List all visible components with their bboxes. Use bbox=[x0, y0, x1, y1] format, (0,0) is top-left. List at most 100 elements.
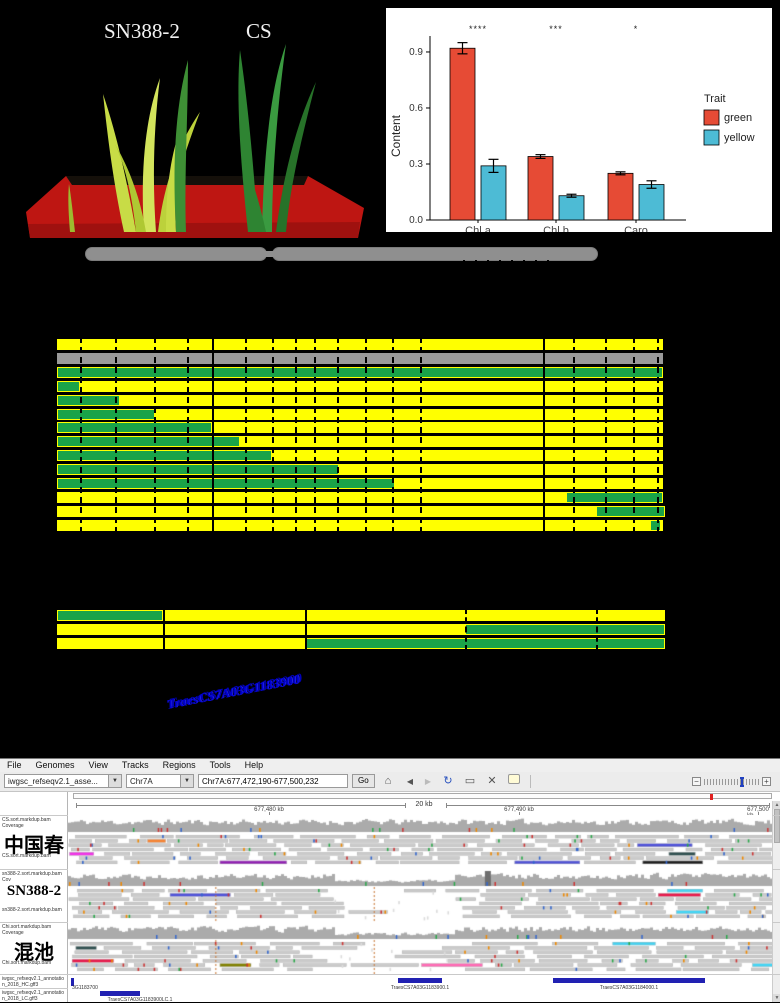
menu-tracks[interactable]: Tracks bbox=[121, 760, 149, 770]
zoom-tick bbox=[758, 779, 759, 785]
chromosome-select[interactable]: Chr7A ▼ bbox=[126, 774, 194, 788]
marker-line bbox=[154, 337, 156, 533]
locus-input[interactable] bbox=[198, 774, 348, 788]
track-sample-label[interactable]: SN388-2 bbox=[6, 883, 62, 899]
map-segment bbox=[57, 380, 80, 392]
gene-model[interactable] bbox=[100, 991, 140, 996]
map-segment bbox=[305, 638, 665, 649]
photo-label-cs: CS bbox=[246, 19, 272, 43]
ideogram-tick bbox=[523, 260, 525, 265]
zoom-tick bbox=[710, 779, 711, 785]
marker-line bbox=[337, 337, 339, 533]
marker-line bbox=[163, 608, 165, 651]
track-sample-label[interactable]: 中国春 bbox=[4, 835, 64, 857]
menu-view[interactable]: View bbox=[88, 760, 108, 770]
map-segment bbox=[57, 394, 120, 406]
scale-cap bbox=[769, 803, 770, 808]
zoom-tick bbox=[713, 779, 714, 785]
gene-model[interactable] bbox=[398, 978, 442, 983]
home-icon[interactable]: ⌂ bbox=[384, 775, 392, 787]
track-bam-name[interactable]: Chi.sort.markdup.bam bbox=[2, 960, 52, 966]
track-coverage-name[interactable]: sn388-2.sort.markdup.bam Cov bbox=[2, 871, 62, 883]
zoom-tick bbox=[728, 779, 729, 785]
back-arrow-icon[interactable]: ◀ bbox=[406, 777, 414, 786]
menu-regions[interactable]: Regions bbox=[162, 760, 196, 770]
pigment-content-chart: 0.0 0.3 0.6 0.9 Content Chl a **** Chl b *** Caro… bbox=[386, 8, 772, 237]
gene-model[interactable] bbox=[71, 978, 74, 986]
zoom-tick bbox=[755, 779, 756, 785]
marker-line bbox=[80, 337, 82, 533]
marker-line bbox=[605, 337, 607, 533]
svg-text:0.9: 0.9 bbox=[409, 47, 423, 58]
zoom-out-button[interactable]: − bbox=[692, 777, 701, 786]
marker-line bbox=[420, 337, 422, 533]
marker-line bbox=[365, 337, 367, 533]
map-segment bbox=[57, 339, 663, 350]
chevron-down-icon: ▼ bbox=[180, 775, 193, 787]
candidate-gene-label: TraesCS7A03G1183900 bbox=[164, 671, 302, 713]
view-region-marker bbox=[710, 794, 713, 800]
marker-line bbox=[272, 337, 274, 533]
menu-genomes[interactable]: Genomes bbox=[35, 760, 75, 770]
zoom-tick bbox=[704, 779, 705, 785]
zoom-tick bbox=[743, 779, 744, 785]
track-coverage-name[interactable]: Chi.sort.markdup.bam Coverage bbox=[2, 924, 52, 936]
resize-icon[interactable]: ✕ bbox=[487, 775, 497, 787]
span-label: 20 kb bbox=[415, 801, 433, 808]
sn388-2-leaves bbox=[68, 60, 200, 232]
marker-line bbox=[657, 337, 659, 533]
menu-tools[interactable]: Tools bbox=[209, 760, 231, 770]
map-segment bbox=[57, 491, 663, 503]
map-segment bbox=[57, 610, 163, 621]
read-pileup-canvas[interactable] bbox=[68, 922, 772, 974]
zoom-in-button[interactable]: + bbox=[762, 777, 771, 786]
zoom-tick bbox=[716, 779, 717, 785]
ruler-tick bbox=[758, 812, 759, 815]
go-button[interactable]: Go bbox=[352, 774, 375, 788]
zoom-tick bbox=[722, 779, 723, 785]
map-segment bbox=[465, 624, 665, 635]
genome-select[interactable]: iwgsc_refseqv2.1_asse... ▼ bbox=[4, 774, 122, 788]
region-tool-icon[interactable]: ▭ bbox=[464, 775, 476, 787]
cs-leaves bbox=[238, 44, 316, 232]
track-coverage-name[interactable]: CS.sort.markdup.bam Coverage bbox=[2, 817, 51, 829]
photo-label-sn388-2: SN388-2 bbox=[104, 19, 180, 43]
igv-window: File Genomes View Tracks Regions Tools Help iw… bbox=[0, 758, 780, 1003]
ideogram-tick bbox=[463, 260, 465, 265]
annotation-lc-name[interactable]: iwgsc_refseqv2.1_annotation_2018_LC.gff3 bbox=[2, 990, 64, 1002]
zoom-tick bbox=[731, 779, 732, 785]
map-segment bbox=[57, 450, 663, 462]
chromosome-overview-bar[interactable] bbox=[73, 793, 772, 800]
ruler-tick bbox=[269, 812, 270, 815]
annotation-hc-name[interactable]: iwgsc_refseqv2.1_annotation_2018_HC.gff3 bbox=[2, 976, 64, 988]
menu-help[interactable]: Help bbox=[244, 760, 264, 770]
track-bam-name[interactable]: sn388-2.sort.markdup.bam bbox=[2, 907, 62, 913]
vertical-scrollbar[interactable]: ▲ ▼ bbox=[772, 801, 780, 1002]
tooltip-bubble-icon[interactable] bbox=[506, 774, 522, 789]
menu-file[interactable]: File bbox=[7, 760, 22, 770]
refresh-icon[interactable]: ↻ bbox=[443, 775, 453, 787]
read-pileup-canvas[interactable] bbox=[68, 815, 772, 869]
toolbar-divider bbox=[530, 775, 531, 788]
track-sample-label[interactable]: 混池 bbox=[14, 942, 54, 964]
map-segment bbox=[650, 519, 661, 531]
marker-line bbox=[187, 337, 189, 533]
marker-line bbox=[573, 337, 575, 533]
zoom-slider-thumb[interactable] bbox=[740, 777, 744, 787]
map-segment bbox=[57, 380, 663, 392]
marker-line bbox=[633, 337, 635, 533]
svg-text:Chl b: Chl b bbox=[543, 225, 569, 232]
marker-line bbox=[465, 608, 467, 651]
map-segment bbox=[57, 422, 212, 434]
forward-arrow-icon[interactable]: ▶ bbox=[424, 777, 432, 786]
map-segment bbox=[57, 408, 663, 420]
zoom-tick bbox=[749, 779, 750, 785]
track-bam-name[interactable]: CS.sort.markdup.bam bbox=[2, 853, 51, 859]
read-pileup-canvas[interactable] bbox=[68, 869, 772, 922]
scroll-up-icon[interactable]: ▲ bbox=[773, 801, 780, 809]
gene-model[interactable] bbox=[553, 978, 705, 983]
igv-toolbar: iwgsc_refseqv2.1_asse... ▼ Chr7A ▼ Go ⌂ … bbox=[0, 772, 780, 792]
scroll-down-icon[interactable]: ▼ bbox=[773, 994, 780, 1002]
svg-text:*: * bbox=[634, 24, 639, 34]
